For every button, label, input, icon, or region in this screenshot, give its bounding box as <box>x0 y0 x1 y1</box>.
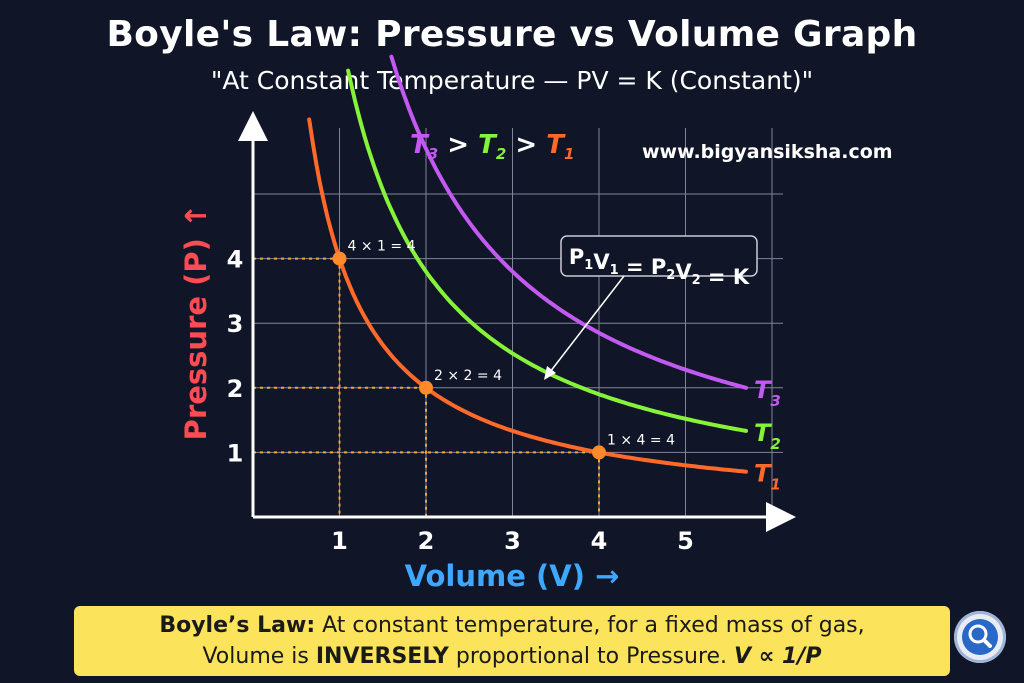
y-tick-label: 3 <box>227 310 244 338</box>
point-label: 1 × 4 = 4 <box>607 432 675 448</box>
x-axis-label: Volume (V) → <box>405 559 620 593</box>
x-tick-label: 5 <box>677 527 694 555</box>
axes <box>238 111 796 532</box>
temperature-order: T3 > T2 > T1 <box>410 130 574 163</box>
curve-label-t1: T1 <box>754 460 781 494</box>
y-axis-label: Pressure (P) ↑ <box>179 204 213 441</box>
banner-prefix: Boyle’s Law: <box>159 613 316 638</box>
banner-inversely: INVERSELY <box>315 644 449 669</box>
curve-t3 <box>389 54 748 390</box>
y-tick-label: 1 <box>227 439 244 467</box>
banner-line2a: Volume is <box>202 644 316 669</box>
page-subtitle: "At Constant Temperature — PV = K (Const… <box>210 66 814 95</box>
law-banner: Boyle’s Law: At constant temperature, fo… <box>74 606 950 676</box>
guide-lines <box>253 257 600 517</box>
x-tick-label: 2 <box>418 527 435 555</box>
labels: T1 T2 T3 4 × 1 = 4 2 × 2 = 4 1 × 4 = 4 1 2 3 4 5 1 2… <box>179 204 781 593</box>
banner-line1: At constant temperature, for a fixed mas… <box>315 613 865 638</box>
search-button[interactable] <box>954 611 1006 663</box>
highlight-points <box>332 251 606 460</box>
highlight-point <box>419 380 433 395</box>
highlight-point <box>592 445 606 460</box>
website-url[interactable]: www.bigyansiksha.com <box>642 141 893 163</box>
page-title: Boyle's Law: Pressure vs Volume Graph <box>106 14 918 55</box>
magnifier-glyph <box>968 624 992 648</box>
annotation-text: P1V1 = P2V2 = K <box>569 245 750 289</box>
banner-line2c: proportional to Pressure. <box>448 644 735 669</box>
curve-label-t2: T2 <box>754 419 781 453</box>
point-label: 4 × 1 = 4 <box>348 239 416 255</box>
gt-symbol: > <box>447 130 470 160</box>
x-tick-label: 3 <box>504 527 521 555</box>
annotation-arrow <box>549 275 625 373</box>
x-tick-label: 1 <box>331 527 348 555</box>
gt-symbol: > <box>515 130 538 160</box>
y-tick-label: 4 <box>227 246 244 274</box>
curve-t1 <box>307 117 748 474</box>
grid <box>253 128 783 517</box>
legend-t3: T3 <box>410 130 439 164</box>
x-tick-label: 4 <box>591 527 608 555</box>
legend-t2: T2 <box>478 130 507 164</box>
banner-formula: V ∝ 1/P <box>734 644 822 669</box>
curve-label-t3: T3 <box>754 376 781 410</box>
annotation-box <box>560 235 758 277</box>
y-tick-label: 2 <box>227 375 244 403</box>
point-label: 2 × 2 = 4 <box>434 368 502 384</box>
annotation-arrow-head <box>544 366 556 380</box>
legend-t1: T1 <box>546 130 575 164</box>
highlight-point <box>332 251 347 266</box>
